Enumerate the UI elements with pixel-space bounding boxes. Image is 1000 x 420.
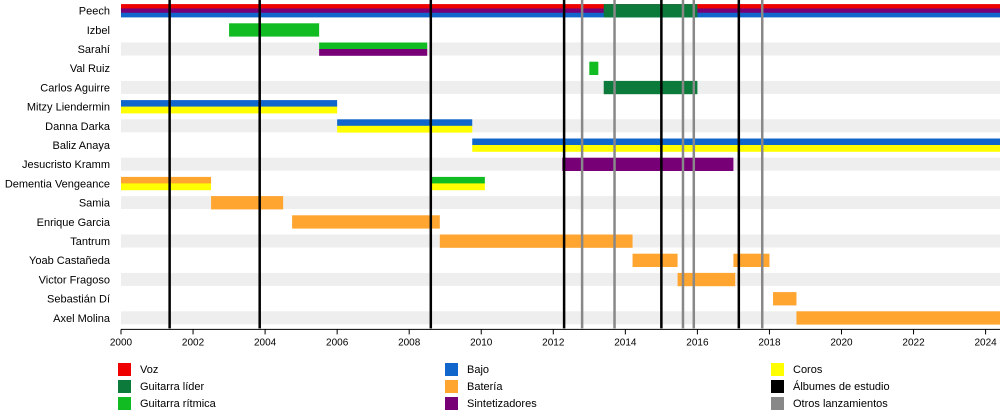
- member-bar-guitarra-ritmica: [229, 23, 320, 37]
- legend-swatch-guitarra-lider: [118, 380, 131, 393]
- legend-swatch-coros: [771, 363, 784, 376]
- member-bar-bateria: [632, 253, 678, 267]
- row-background: [121, 100, 1000, 114]
- row-background: [121, 292, 1000, 306]
- x-tick-label: 2018: [758, 337, 781, 348]
- x-tick-label: 2008: [398, 337, 421, 348]
- member-bar-coros: [430, 183, 485, 191]
- member-bar-bajo: [121, 100, 338, 107]
- row-background: [121, 157, 1000, 171]
- row-background: [121, 176, 1000, 190]
- member-label: Val Ruiz: [70, 63, 110, 75]
- member-bar-guitarra-ritmica: [319, 42, 428, 50]
- legend-swatch-otros: [771, 397, 784, 410]
- member-label: Yoab Castañeda: [29, 255, 111, 267]
- member-bar-coros: [472, 145, 1000, 152]
- member-label: Peech: [79, 6, 110, 18]
- row-backgrounds: [121, 4, 1000, 325]
- member-bar-bateria: [121, 176, 212, 184]
- member-bar-guitarra-lider: [603, 4, 698, 18]
- row-background: [121, 119, 1000, 133]
- legend-label: Álbumes de estudio: [793, 380, 890, 393]
- x-tick-label: 2010: [470, 337, 493, 348]
- legend-swatch-sintetizadores: [445, 397, 458, 410]
- x-tick-label: 2002: [182, 337, 205, 348]
- member-label: Enrique Garcia: [37, 217, 111, 229]
- member-bar-bateria: [211, 196, 284, 210]
- legend-label: Sintetizadores: [467, 398, 537, 410]
- x-tick-label: 2022: [902, 337, 925, 348]
- legend-label: Guitarra líder: [140, 381, 205, 393]
- member-label: Samia: [79, 198, 111, 210]
- row-background: [121, 196, 1000, 210]
- x-axis: 2000 2002 2004 2006 2008 2010 2012 2014 2016 2018…: [110, 328, 1000, 348]
- member-label: Tantrum: [70, 236, 110, 248]
- row-background: [121, 42, 1000, 56]
- legend: Voz Guitarra líder Guitarra rítmica Bajo Bat…: [118, 363, 890, 410]
- x-tick-label: 2004: [254, 337, 277, 348]
- member-bar-bajo: [337, 119, 473, 127]
- member-bar-bateria: [773, 292, 797, 306]
- release-lines: [168, 0, 764, 329]
- member-bar-bateria: [677, 272, 736, 287]
- member-label: Sebastián Dí: [47, 294, 110, 306]
- legend-swatch-bajo: [445, 363, 458, 376]
- member-label: Izbel: [87, 25, 110, 37]
- legend-label: Batería: [467, 381, 503, 393]
- x-tick-label: 2000: [110, 337, 133, 348]
- member-labels: Peech Izbel Sarahí Val Ruiz Carlos Aguirre Mi…: [5, 6, 111, 325]
- member-bar-voz: [121, 4, 1000, 9]
- member-bar-bajo: [472, 138, 1000, 146]
- member-label: Baliz Anaya: [53, 140, 111, 152]
- row-background: [121, 272, 1000, 286]
- x-tick-label: 2012: [542, 337, 565, 348]
- member-bar-coros: [337, 125, 473, 133]
- member-bar-coros: [121, 106, 338, 114]
- legend-swatch-album: [771, 380, 784, 393]
- x-tick-label: 2024: [974, 337, 997, 348]
- member-bar-bateria: [439, 234, 633, 248]
- member-label: Victor Fragoso: [39, 274, 110, 286]
- member-bar-sintetizadores: [319, 49, 428, 56]
- member-label: Mitzy Liendermin: [27, 102, 110, 114]
- member-label: Jesucristo Kramm: [22, 159, 110, 171]
- member-bar-guitarra-ritmica: [589, 61, 599, 75]
- member-label: Danna Darka: [45, 121, 111, 133]
- member-bar-bajo: [121, 12, 1000, 18]
- x-tick-label: 2020: [830, 337, 853, 348]
- member-bar-guitarra-ritmica: [430, 176, 485, 184]
- member-bar-guitarra-lider: [603, 80, 698, 95]
- member-label: Dementia Vengeance: [5, 178, 110, 190]
- legend-label: Voz: [140, 364, 158, 376]
- member-label: Axel Molina: [53, 313, 111, 325]
- member-bar-bateria: [796, 311, 1000, 325]
- member-bar-bateria: [292, 215, 440, 229]
- row-background: [121, 215, 1000, 229]
- member-bars: [121, 4, 1000, 325]
- row-background: [121, 311, 1000, 325]
- member-label: Sarahí: [78, 44, 110, 56]
- x-tick-label: 2014: [614, 337, 637, 348]
- member-bar-coros: [121, 183, 212, 191]
- x-tick-label: 2006: [326, 337, 349, 348]
- legend-label: Guitarra rítmica: [140, 398, 217, 410]
- legend-swatch-guitarra-ritmica: [118, 397, 131, 410]
- row-background: [121, 61, 1000, 75]
- row-background: [121, 80, 1000, 94]
- member-bar-sintetizadores: [121, 8, 1000, 14]
- row-background: [121, 253, 1000, 267]
- x-tick-label: 2016: [686, 337, 709, 348]
- legend-label: Bajo: [467, 364, 489, 376]
- member-bar-bateria: [733, 253, 770, 267]
- member-label: Carlos Aguirre: [40, 82, 110, 94]
- legend-label: Coros: [793, 364, 823, 376]
- row-background: [121, 23, 1000, 37]
- legend-label: Otros lanzamientos: [793, 398, 888, 410]
- legend-swatch-bateria: [445, 380, 458, 393]
- member-bar-sintetizadores: [562, 157, 734, 171]
- legend-swatch-voz: [118, 363, 131, 376]
